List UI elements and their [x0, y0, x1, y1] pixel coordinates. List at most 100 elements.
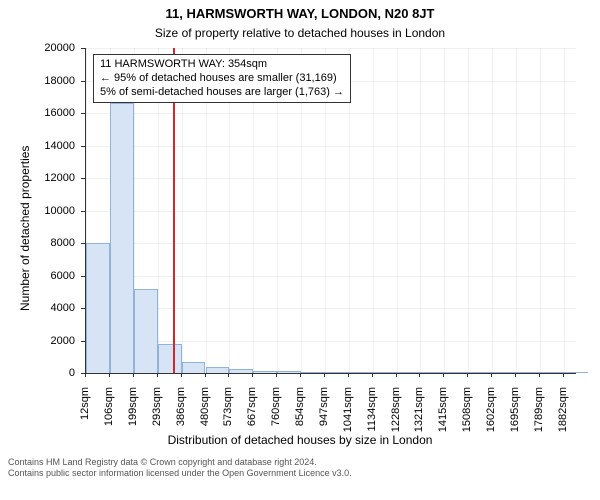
grid-line-h	[86, 146, 576, 147]
y-tick-label: 6000	[0, 270, 75, 282]
grid-line-v	[540, 48, 541, 373]
annotation-line: 11 HARMSWORTH WAY: 354sqm	[100, 58, 344, 72]
histogram-bar	[206, 367, 230, 373]
histogram-bar	[182, 362, 206, 373]
x-tick-mark	[109, 373, 110, 377]
x-tick-label: 199sqm	[127, 387, 139, 487]
grid-line-v	[373, 48, 374, 373]
grid-line-h	[86, 178, 576, 179]
histogram-bar	[325, 372, 349, 373]
chart-title: 11, HARMSWORTH WAY, LONDON, N20 8JT	[0, 6, 600, 21]
x-tick-mark	[157, 373, 158, 377]
grid-line-h	[86, 308, 576, 309]
x-tick-mark	[372, 373, 373, 377]
x-tick-mark	[205, 373, 206, 377]
histogram-bar	[373, 372, 397, 373]
histogram-bar	[349, 372, 373, 373]
chart-container: 11, HARMSWORTH WAY, LONDON, N20 8JT Size…	[0, 0, 600, 500]
histogram-bar	[444, 372, 468, 373]
x-tick-label: 1602sqm	[485, 387, 497, 487]
x-tick-label: 1041sqm	[342, 387, 354, 487]
chart-subtitle: Size of property relative to detached ho…	[0, 26, 600, 40]
y-tick-label: 2000	[0, 335, 75, 347]
histogram-bar	[516, 372, 540, 373]
x-tick-mark	[324, 373, 325, 377]
grid-line-h	[86, 341, 576, 342]
histogram-bar	[277, 371, 301, 373]
histogram-bar	[540, 372, 564, 373]
x-tick-label: 293sqm	[151, 387, 163, 487]
x-tick-label: 1789sqm	[533, 387, 545, 487]
histogram-bar	[86, 243, 110, 373]
histogram-bar	[397, 372, 421, 373]
x-tick-label: 573sqm	[222, 387, 234, 487]
x-tick-mark	[443, 373, 444, 377]
y-tick-label: 12000	[0, 172, 75, 184]
x-tick-label: 1415sqm	[437, 387, 449, 487]
annotation-line: 5% of semi-detached houses are larger (1…	[100, 86, 344, 100]
grid-line-v	[468, 48, 469, 373]
x-tick-label: 1695sqm	[509, 387, 521, 487]
x-tick-mark	[467, 373, 468, 377]
y-tick-mark	[81, 146, 85, 147]
y-tick-mark	[81, 276, 85, 277]
x-tick-mark	[228, 373, 229, 377]
y-tick-mark	[81, 48, 85, 49]
annotation-box: 11 HARMSWORTH WAY: 354sqm ← 95% of detac…	[93, 54, 351, 103]
x-tick-label: 106sqm	[103, 387, 115, 487]
x-tick-mark	[133, 373, 134, 377]
y-tick-mark	[81, 81, 85, 82]
y-tick-label: 10000	[0, 205, 75, 217]
y-tick-mark	[81, 341, 85, 342]
x-tick-label: 386sqm	[175, 387, 187, 487]
grid-line-h	[86, 243, 576, 244]
x-tick-mark	[276, 373, 277, 377]
annotation-line: ← 95% of detached houses are smaller (31…	[100, 72, 344, 86]
x-tick-mark	[181, 373, 182, 377]
x-tick-label: 480sqm	[199, 387, 211, 487]
grid-line-h	[86, 211, 576, 212]
histogram-bar	[134, 289, 158, 374]
y-tick-label: 14000	[0, 140, 75, 152]
grid-line-h	[86, 113, 576, 114]
x-tick-label: 1508sqm	[461, 387, 473, 487]
x-tick-label: 12sqm	[79, 387, 91, 487]
histogram-bar	[110, 103, 134, 373]
grid-line-v	[516, 48, 517, 373]
grid-line-v	[564, 48, 565, 373]
histogram-bar	[158, 344, 182, 373]
y-tick-mark	[81, 211, 85, 212]
x-tick-mark	[419, 373, 420, 377]
y-axis-label: Number of detached properties	[18, 145, 32, 310]
x-tick-mark	[252, 373, 253, 377]
grid-line-v	[397, 48, 398, 373]
y-tick-label: 20000	[0, 42, 75, 54]
histogram-bar	[564, 372, 588, 373]
x-tick-mark	[491, 373, 492, 377]
grid-line-h	[86, 48, 576, 49]
grid-line-v	[420, 48, 421, 373]
x-tick-label: 947sqm	[318, 387, 330, 487]
x-tick-label: 1882sqm	[557, 387, 569, 487]
x-tick-mark	[563, 373, 564, 377]
grid-line-v	[492, 48, 493, 373]
histogram-bar	[492, 372, 516, 373]
x-tick-label: 1134sqm	[366, 387, 378, 487]
x-tick-mark	[515, 373, 516, 377]
x-tick-label: 854sqm	[294, 387, 306, 487]
y-tick-label: 0	[0, 367, 75, 379]
x-tick-mark	[348, 373, 349, 377]
y-tick-label: 18000	[0, 75, 75, 87]
x-tick-mark	[85, 373, 86, 377]
x-tick-label: 667sqm	[246, 387, 258, 487]
x-tick-label: 1321sqm	[413, 387, 425, 487]
y-tick-mark	[81, 243, 85, 244]
x-tick-label: 760sqm	[270, 387, 282, 487]
histogram-bar	[301, 372, 325, 373]
y-tick-label: 8000	[0, 237, 75, 249]
y-tick-mark	[81, 113, 85, 114]
y-tick-mark	[81, 308, 85, 309]
grid-line-h	[86, 276, 576, 277]
histogram-bar	[468, 372, 492, 373]
y-tick-label: 16000	[0, 107, 75, 119]
